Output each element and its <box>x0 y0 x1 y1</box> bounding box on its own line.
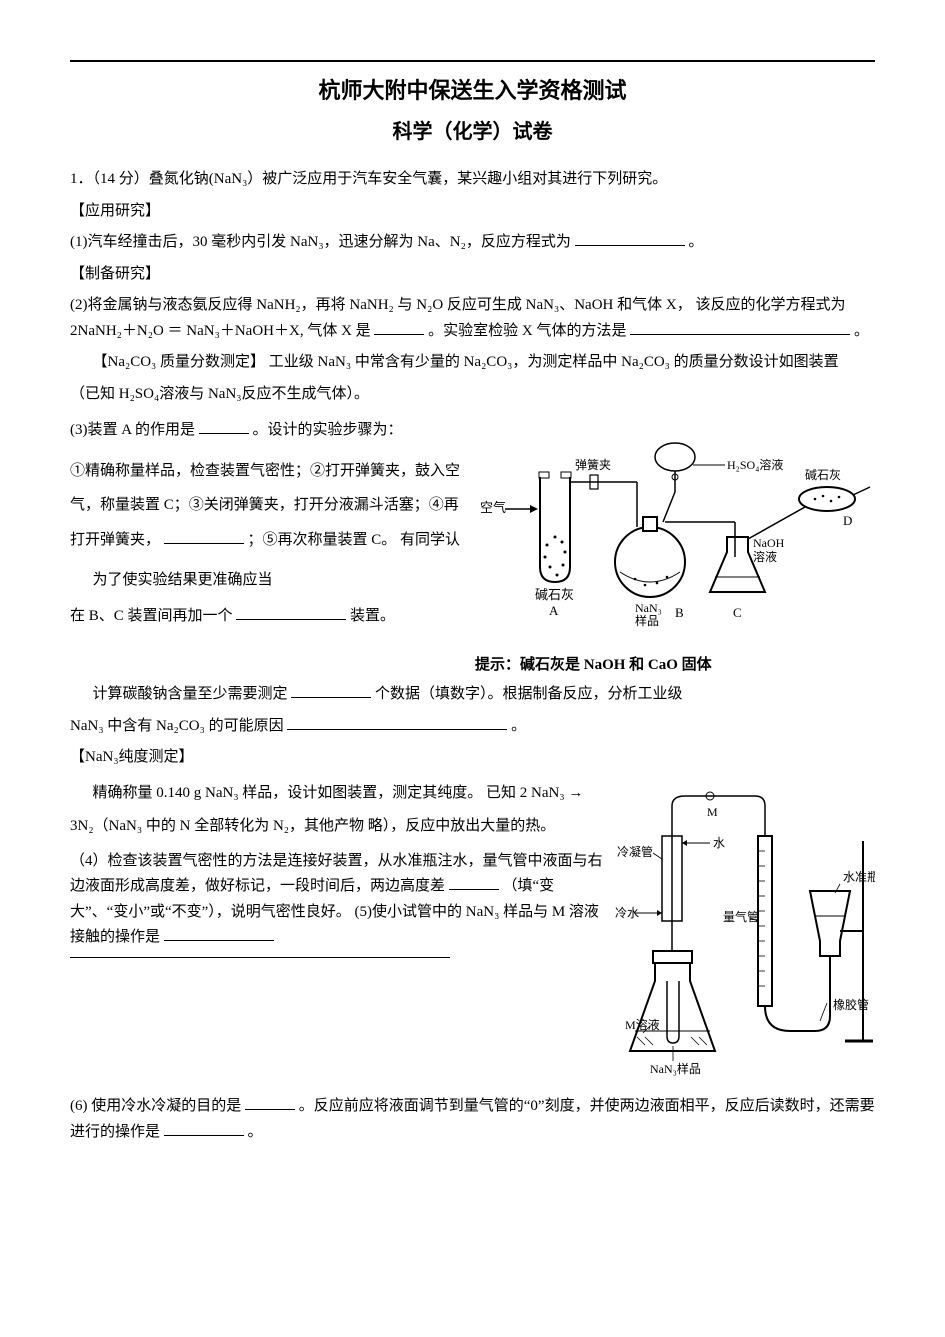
p6-end: 。 <box>248 1124 263 1140</box>
svg-text:M: M <box>707 805 718 819</box>
steps4: 在 B、C 装置间再加一个 <box>70 608 233 624</box>
blank-p2a <box>374 319 424 335</box>
reason-end: 。 <box>511 718 526 734</box>
title-sub: 科学（化学）试卷 <box>70 115 875 149</box>
blank-p2b <box>630 319 850 335</box>
fig1-lime-a: 碱石灰 <box>535 587 574 602</box>
q1-header: 1．（14 分）叠氮化钠(NaN₃）被广泛应用于汽车安全气囊，某兴趣小组对其进行… <box>70 167 875 193</box>
fig2-water: 水 <box>713 836 725 850</box>
calc-end: 个数据（填数字）。根据制备反应，分析工业级 <box>375 686 683 702</box>
fig2-gastube: 量气管 <box>723 909 759 924</box>
blank-p5 <box>164 925 274 941</box>
fig1-sol: 溶液 <box>753 549 777 564</box>
app-research-header: 【应用研究】 <box>70 199 875 225</box>
fig1-D: D <box>843 513 852 528</box>
fig1-naoh: NaOH <box>753 536 785 550</box>
blank-p3a <box>199 418 249 434</box>
q1-p2: (2)将金属钠与液态氨反应得 NaNH₂，再将 NaNH₂ 与 N₂O 反应可生… <box>70 293 875 344</box>
p2b-end: 。 <box>854 323 869 339</box>
blank-p6b <box>164 1120 244 1136</box>
fig1-sample2: 样品 <box>635 613 659 628</box>
title-main: 杭师大附中保送生入学资格测试 <box>70 72 875 109</box>
blank-line-p5 <box>70 957 450 958</box>
fig2-cond: 冷凝管 <box>617 844 653 859</box>
fig2-sample: NaN₃样品 <box>650 1061 701 1076</box>
blank-reason <box>287 714 507 730</box>
steps2: ；⑤再次称量装置 C。 有同学认 <box>248 532 461 548</box>
fig1-sample: NaN₃ <box>635 601 662 615</box>
fig1-air-label: 空气 <box>480 500 506 515</box>
calc: 计算碳酸钠含量至少需要测定 <box>93 686 288 702</box>
fig1-h2so4: H₂SO₄溶液 <box>727 457 783 472</box>
blank-p6a <box>245 1094 295 1110</box>
p1-text: (1)汽车经撞击后，30 毫秒内引发 NaN₃，迅速分解为 Na、N₂，反应方程… <box>70 234 571 250</box>
fig1-B: B <box>675 605 684 620</box>
fig1-hint: 提示：碱石灰是 NaOH 和 CaO 固体 <box>475 653 875 679</box>
figure-2: M溶液 NaN₃样品 冷凝管 水 冷水 M 量气管 橡 <box>615 781 875 1091</box>
purity-header: 【NaN₃纯度测定】 <box>70 745 875 771</box>
fig1-A: A <box>549 603 559 618</box>
na2co3-header: 【Na₂CO₃ 质量分数测定】 工业级 NaN₃ 中常含有少量的 Na₂CO₃，… <box>70 350 875 376</box>
p6: (6) 使用冷水冷凝的目的是 。反应前应将液面调节到量气管的“0”刻度，并使两边… <box>70 1094 875 1145</box>
prep-research-header: 【制备研究】 <box>70 262 875 288</box>
blank-step4 <box>164 528 244 544</box>
p1-end: 。 <box>688 234 703 250</box>
fig1-C: C <box>733 605 742 620</box>
p3a-end: 。设计的实验步骤为： <box>253 422 403 438</box>
known: （已知 H₂SO₄溶液与 NaN₃反应不生成气体）。 <box>70 382 875 408</box>
reason-line: NaN₃ 中含有 Na₂CO₃ 的可能原因 。 <box>70 714 875 740</box>
blank-p4 <box>449 874 499 890</box>
steps4-end: 装置。 <box>350 608 395 624</box>
p3a: (3)装置 A 的作用是 <box>70 422 195 438</box>
blank-calc <box>291 682 371 698</box>
figure-1: 空气 碱石灰 A 弹簧夹 H₂SO₄溶液 <box>475 417 875 678</box>
fig1-lime-d: 碱石灰 <box>805 468 841 482</box>
fig2-msol: M溶液 <box>625 1017 660 1032</box>
fig2-bottle: 水准瓶 <box>843 870 875 884</box>
fig2-coldwater: 冷水 <box>615 906 639 920</box>
p6-text: (6) 使用冷水冷凝的目的是 <box>70 1098 241 1114</box>
p2a-end: 。实验室检验 X 气体的方法是 <box>428 323 626 339</box>
fig1-clip: 弹簧夹 <box>575 457 611 472</box>
top-rule <box>70 60 875 62</box>
q1-p1: (1)汽车经撞击后，30 毫秒内引发 NaN₃，迅速分解为 Na、N₂，反应方程… <box>70 230 875 256</box>
blank-p1 <box>575 230 685 246</box>
calc-line: 计算碳酸钠含量至少需要测定 个数据（填数字）。根据制备反应，分析工业级 <box>70 682 875 708</box>
reason: NaN₃ 中含有 Na₂CO₃ 的可能原因 <box>70 718 284 734</box>
blank-device <box>236 604 346 620</box>
